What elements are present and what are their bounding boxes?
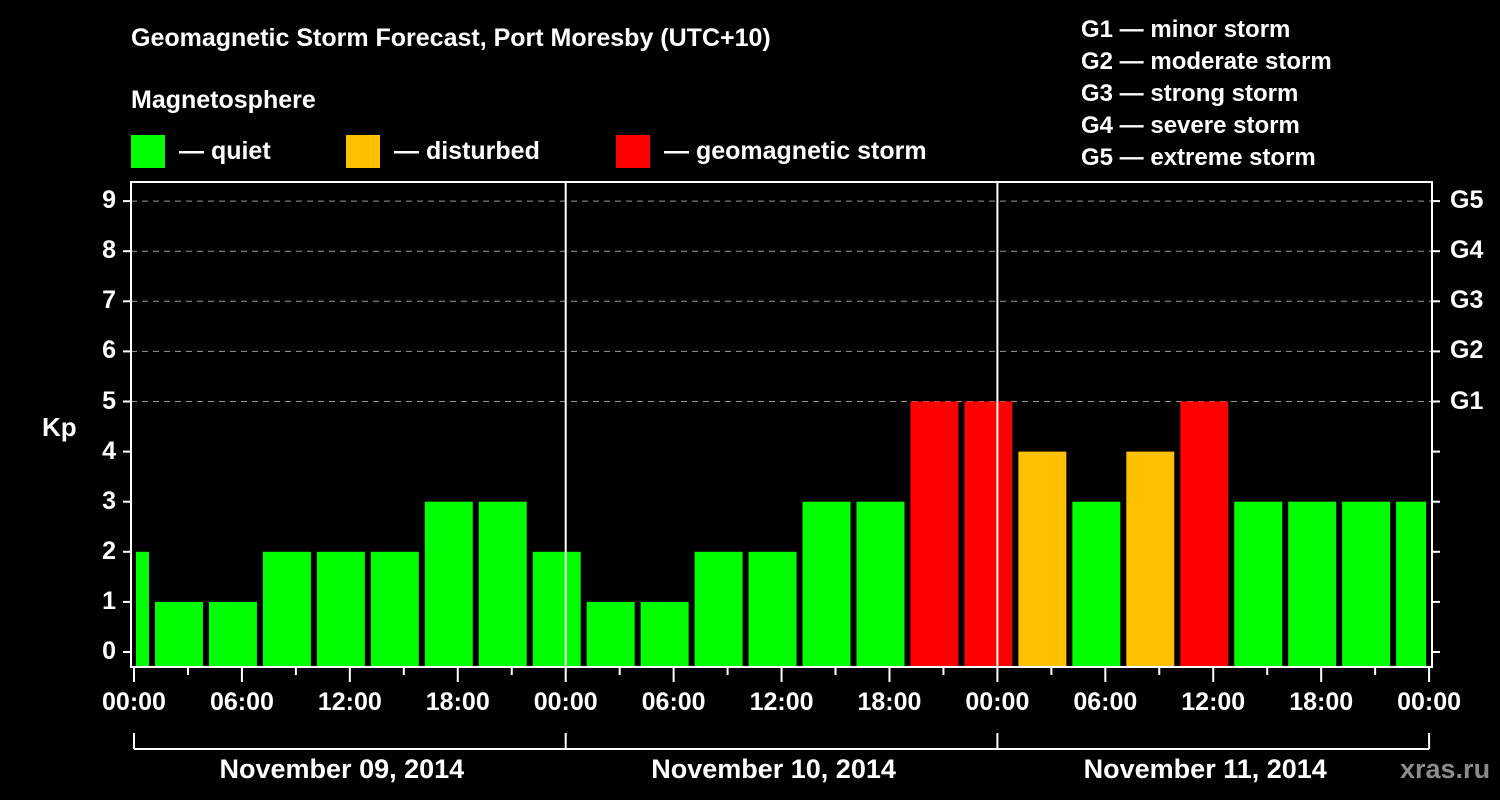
legend-storm: — geomagnetic storm	[616, 134, 927, 168]
kp-bar	[640, 601, 689, 667]
kp-bar	[370, 551, 419, 667]
x-tick-label: 06:00	[1073, 688, 1138, 716]
y-tick-label: 7	[102, 286, 116, 315]
kp-bar	[748, 551, 797, 667]
g-scale-item: G4 — severe storm	[1081, 112, 1300, 139]
chart-subtitle: Magnetosphere	[131, 86, 316, 114]
kp-bar	[208, 601, 257, 667]
legend-label: — disturbed	[394, 136, 540, 165]
kp-bar	[802, 501, 851, 667]
kp-bar	[586, 601, 635, 667]
kp-bar	[910, 401, 959, 667]
kp-bar	[856, 501, 905, 667]
kp-bar	[154, 601, 203, 667]
legend-swatch-quiet	[131, 134, 165, 168]
x-tick-label: 06:00	[209, 688, 274, 716]
kp-bar	[694, 551, 743, 667]
x-tick-label: 18:00	[1289, 688, 1354, 716]
legend-quiet: — quiet	[131, 134, 271, 168]
kp-bar	[1342, 501, 1391, 667]
legend-swatch-disturbed	[346, 134, 380, 168]
legend-label: — geomagnetic storm	[664, 136, 927, 165]
y-tick-label: 6	[102, 336, 116, 365]
y-tick-label: 2	[102, 536, 116, 565]
kp-bar	[136, 551, 149, 667]
day-label: November 09, 2014	[219, 754, 465, 784]
watermark: xras.ru	[1400, 754, 1491, 784]
kp-bar	[1288, 501, 1337, 667]
legend-swatch-storm	[616, 134, 650, 168]
kp-bar	[478, 501, 527, 667]
y-tick-label: 8	[102, 236, 116, 265]
kp-bar	[1180, 401, 1229, 667]
kp-bar	[262, 551, 311, 667]
chart-title: Geomagnetic Storm Forecast, Port Moresby…	[131, 24, 771, 52]
g-scale-item: G5 — extreme storm	[1081, 144, 1316, 171]
g-tick-label: G4	[1450, 236, 1484, 265]
kp-bar	[1018, 451, 1067, 667]
x-tick-label: 06:00	[641, 688, 706, 716]
kp-bar	[316, 551, 365, 667]
day-label: November 11, 2014	[1083, 754, 1327, 784]
kp-bar	[1396, 501, 1427, 667]
x-tick-label: 18:00	[425, 688, 490, 716]
g-tick-label: G5	[1450, 186, 1484, 215]
legend-label: — quiet	[179, 136, 271, 165]
x-tick-label: 00:00	[533, 688, 598, 716]
g-tick-label: G2	[1450, 336, 1484, 365]
x-tick-label: 18:00	[857, 688, 922, 716]
x-tick-label: 00:00	[965, 688, 1030, 716]
g-scale-item: G3 — strong storm	[1081, 80, 1299, 107]
y-tick-label: 3	[102, 486, 116, 515]
kp-bar	[1126, 451, 1175, 667]
g-scale-legend: G1 — minor storm G2 — moderate storm G3 …	[1081, 14, 1332, 174]
g-scale-item: G1 — minor storm	[1081, 16, 1291, 43]
g-tick-label: G3	[1450, 286, 1484, 315]
y-axis-label: Kp	[42, 412, 77, 442]
kp-bar	[424, 501, 473, 667]
y-tick-label: 1	[102, 586, 116, 615]
kp-bar	[532, 551, 581, 667]
x-tick-label: 12:00	[749, 688, 814, 716]
g-tick-label: G1	[1450, 386, 1484, 415]
day-label: November 10, 2014	[651, 754, 896, 784]
x-tick-label: 00:00	[102, 688, 166, 716]
y-tick-label: 4	[102, 436, 116, 465]
y-tick-label: 9	[102, 186, 116, 215]
legend-disturbed: — disturbed	[346, 134, 540, 168]
x-tick-label: 12:00	[317, 688, 382, 716]
kp-bar	[964, 401, 1013, 667]
kp-bar	[1072, 501, 1121, 667]
kp-bar	[1234, 501, 1283, 667]
x-tick-label: 00:00	[1397, 688, 1462, 716]
y-tick-label: 0	[102, 637, 116, 665]
y-tick-label: 5	[102, 386, 116, 415]
g-scale-item: G2 — moderate storm	[1081, 48, 1332, 75]
x-tick-label: 12:00	[1181, 688, 1246, 716]
